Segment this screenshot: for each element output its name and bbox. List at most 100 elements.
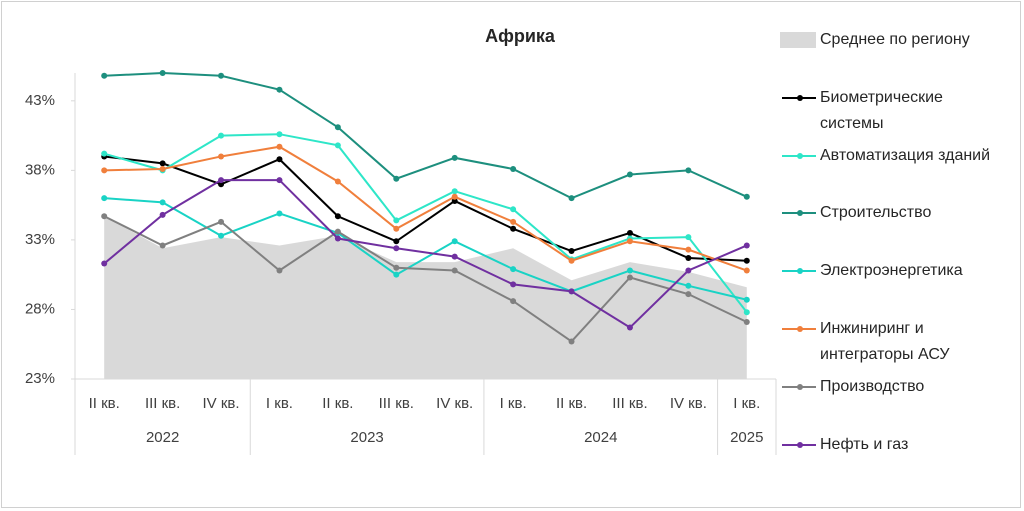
point [743,267,750,274]
series-line [103,133,748,313]
x-tick-label: IV кв. [670,395,707,412]
legend-label: Производство [820,377,925,395]
series-line [104,71,748,200]
point [101,213,108,220]
legend: Среднее по региону Биометрические системы… [780,0,1020,511]
point [276,86,283,93]
y-tick-label: 43% [25,92,55,109]
point [159,199,166,206]
point [334,124,341,131]
point [451,253,458,260]
point [451,238,458,245]
legend-swatch [780,258,820,284]
point [685,291,692,298]
series-line [103,179,748,329]
point [101,260,108,267]
point [626,229,633,236]
legend-item: Нефть и газ [780,432,995,458]
series-line [103,215,748,343]
y-tick-label: 28% [25,300,55,317]
point [568,338,575,345]
point [685,282,692,289]
year-label: 2023 [350,429,383,446]
point [159,211,166,218]
x-tick-label: II кв. [556,395,587,412]
point [159,70,166,76]
point [685,254,692,261]
x-tick-label: I кв. [500,395,527,412]
point [451,188,458,195]
year-label: 2025 [730,429,763,446]
point [334,235,341,242]
point [626,267,633,274]
legend-item: Электроэнергетика [780,258,995,284]
point [276,267,283,274]
point [101,72,108,79]
point [510,165,517,172]
x-tick-label: III кв. [379,395,414,412]
point [276,156,283,163]
point [451,193,458,200]
legend-swatch [780,85,820,111]
point [276,210,283,217]
legend-item: Автоматизация зданий [780,143,995,169]
year-label: 2022 [146,429,179,446]
point [685,267,692,274]
point [510,218,517,225]
legend-item: Производство [780,374,995,400]
point [743,193,750,200]
point [101,150,108,157]
point [743,257,750,264]
legend-label: Нефть и газ [820,435,909,453]
point [451,197,458,204]
point [159,160,166,167]
point [568,248,575,255]
point [510,298,517,305]
point [510,225,517,232]
point [159,165,166,172]
point [568,195,575,202]
y-tick-label: 38% [25,161,55,178]
point [743,296,750,303]
legend-swatch [780,374,820,400]
point [218,72,225,79]
legend-swatch [780,200,820,226]
series-line [104,145,748,272]
point [626,238,633,245]
point [451,154,458,161]
point [159,242,166,249]
point [510,281,517,288]
x-tick-label: I кв. [733,395,760,412]
x-tick-label: III кв. [145,395,180,412]
point [743,309,750,316]
point [393,271,400,278]
series-line [104,197,748,301]
point [393,175,400,182]
point [334,142,341,149]
point [101,195,108,202]
x-tick-label: IV кв. [203,395,240,412]
legend-label: Строительство [820,204,932,222]
point [218,153,225,160]
legend-swatch [780,27,820,53]
x-tick-label: I кв. [266,395,293,412]
point [510,266,517,273]
point [393,217,400,224]
point [218,232,225,239]
legend-item: Среднее по региону [780,27,995,53]
point [743,318,750,325]
point [568,288,575,295]
point [334,178,341,185]
legend-item: Инжиниринг и интеграторы АСУ [780,316,995,368]
point [626,324,633,331]
legend-swatch [780,432,820,458]
y-tick-label: 33% [25,231,55,248]
point [510,206,517,213]
point [393,245,400,252]
legend-label: Автоматизация зданий [820,146,991,164]
point [276,143,283,150]
point [685,246,692,253]
x-tick-label: II кв. [89,395,120,412]
